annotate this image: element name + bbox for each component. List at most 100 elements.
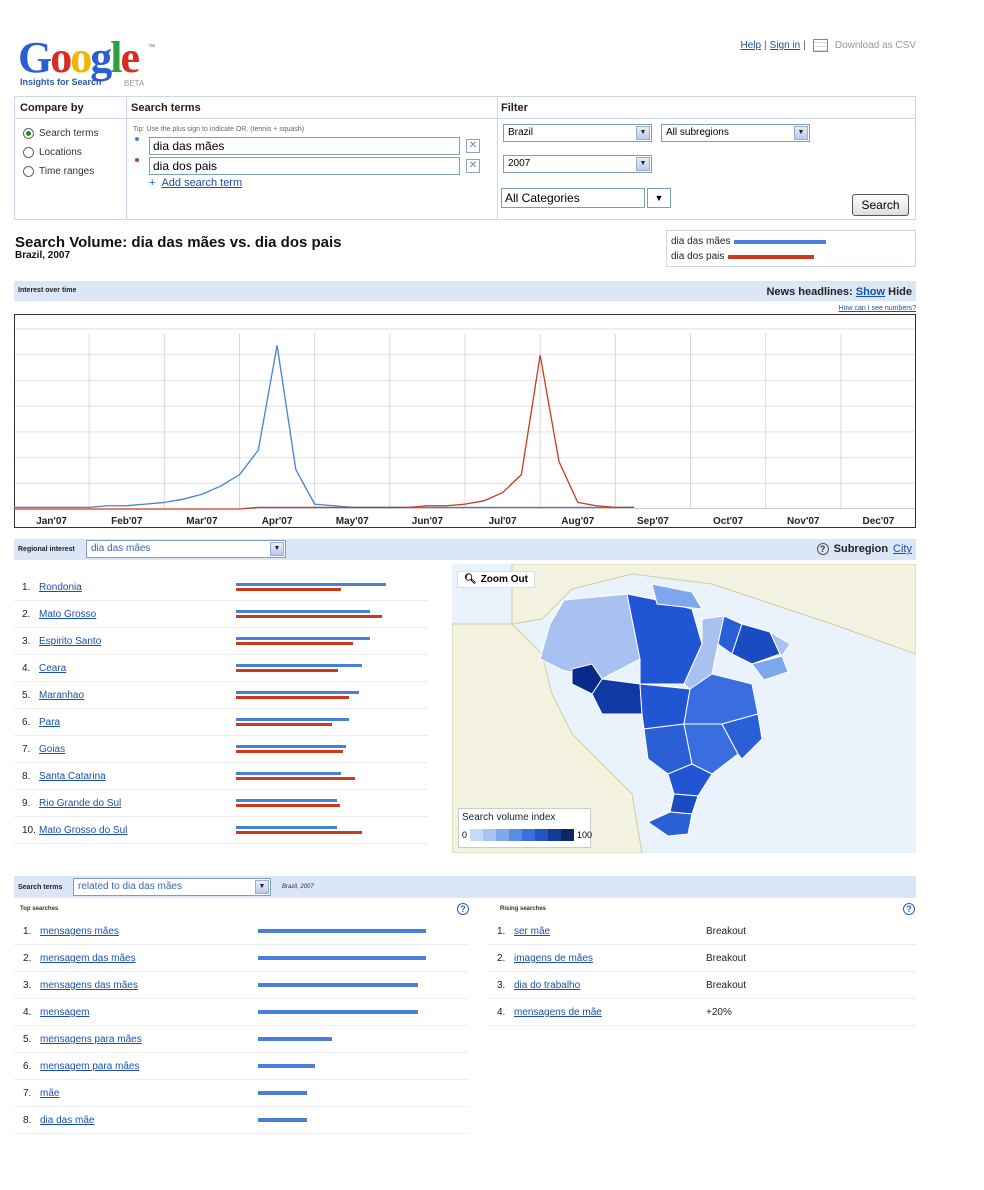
region-link[interactable]: Espirito Santo — [39, 636, 102, 647]
radio-button[interactable] — [23, 147, 34, 158]
search-term-link[interactable]: mensagem para mães — [40, 1061, 140, 1072]
region-link[interactable]: Goias — [39, 744, 66, 755]
search-term-link[interactable]: mensagens de mãe — [514, 1007, 602, 1018]
download-csv-link[interactable]: Download as CSV — [834, 40, 916, 51]
regional-term-select[interactable]: dia das mães ▼ — [86, 540, 286, 558]
search-term-link[interactable]: mensagens para mães — [40, 1034, 142, 1045]
row-rank: 8. — [22, 771, 31, 782]
search-term-link[interactable]: mensagens mães — [40, 926, 119, 937]
rising-value: +20% — [706, 1007, 732, 1018]
row-rank: 5. — [22, 690, 31, 701]
search-term-link[interactable]: mãe — [40, 1088, 60, 1099]
sign-in-link[interactable]: Sign in — [769, 40, 801, 51]
zoom-out-button[interactable]: 🔍︎ Zoom Out — [457, 571, 535, 588]
search-term-link[interactable]: mensagem das mães — [40, 953, 136, 964]
search-term-input-2[interactable]: dia dos pais — [149, 157, 460, 175]
term-color-dot — [135, 158, 139, 162]
top-search-row: 3. mensagens das mães — [14, 972, 469, 999]
row-rank: 4. — [22, 663, 31, 674]
region-link[interactable]: Ceara — [39, 663, 67, 674]
region-link[interactable]: Rondonia — [39, 582, 82, 593]
remove-term-icon[interactable]: ✕ — [466, 139, 480, 153]
page-subtitle: Brazil, 2007 — [15, 250, 71, 261]
news-headlines: News headlines: Show Hide — [766, 286, 912, 298]
search-term-input-1[interactable]: dia das mães — [149, 137, 460, 155]
search-term-link[interactable]: ser mãe — [514, 926, 551, 937]
x-tick-label: Apr'07 — [262, 516, 293, 527]
map-canvas — [452, 564, 916, 853]
regional-row: 7. Goias — [14, 736, 428, 763]
help-link[interactable]: Help — [740, 40, 762, 51]
subregion-select[interactable]: All subregions ▼ — [661, 124, 810, 142]
year-select[interactable]: 2007 ▼ — [503, 155, 652, 173]
compare-option-locations[interactable]: Locations — [23, 147, 82, 158]
related-term-select[interactable]: related to dia das mães ▼ — [73, 878, 271, 896]
search-volume-index-legend: Search volume index 0 100 — [458, 808, 592, 848]
compare-option-search-terms[interactable]: Search terms — [23, 128, 98, 139]
search-term-link[interactable]: dia das mãe — [40, 1115, 95, 1126]
top-search-row: 8. dia das mãe — [14, 1107, 469, 1134]
filter-title: Filter — [501, 102, 528, 114]
brazil-map[interactable]: 🔍︎ Zoom Out Search volume index 0 100 — [452, 564, 916, 853]
legend-item: dia dos pais — [671, 251, 815, 262]
google-insights-logo[interactable]: Google ™ Insights for Search BETA — [18, 36, 168, 92]
top-search-row: 1. mensagens mães — [14, 918, 469, 945]
term2-bar — [236, 615, 382, 618]
help-icon[interactable]: ? — [903, 903, 915, 915]
rising-value: Breakout — [706, 953, 747, 964]
country-select[interactable]: Brazil ▼ — [503, 124, 652, 142]
help-icon[interactable]: ? — [816, 543, 829, 555]
region-link[interactable]: Para — [39, 717, 61, 728]
search-button[interactable]: Search — [852, 194, 909, 216]
search-term-link[interactable]: mensagens das mães — [40, 980, 138, 991]
regional-row: 4. Ceara — [14, 655, 428, 682]
region-link[interactable]: Rio Grande do Sul — [39, 798, 122, 809]
beta-label: BETA — [124, 79, 145, 88]
rising-value: Breakout — [706, 926, 747, 937]
remove-term-icon[interactable]: ✕ — [466, 159, 480, 173]
chevron-down-icon: ▼ — [794, 126, 808, 140]
x-tick-label: Mar'07 — [186, 516, 218, 527]
row-rank: 3. — [22, 636, 31, 647]
related-context: Brazil, 2007 — [282, 884, 314, 890]
help-icon[interactable]: ? — [457, 903, 469, 915]
term1-bar — [236, 637, 370, 640]
city-link[interactable]: City — [893, 543, 912, 555]
row-rank: 3. — [497, 980, 506, 991]
region-link[interactable]: Mato Grosso do Sul — [39, 825, 128, 836]
hide-news-link[interactable]: Hide — [888, 286, 912, 298]
search-tip: Tip: Use the plus sign to indicate OR. (… — [133, 126, 305, 133]
term2-bar — [236, 777, 355, 780]
term1-bar — [236, 610, 370, 613]
compare-option-time-ranges[interactable]: Time ranges — [23, 166, 94, 177]
row-rank: 1. — [497, 926, 506, 937]
how-see-numbers-link[interactable]: How can I see numbers? — [838, 305, 916, 312]
add-search-term[interactable]: + Add search term — [149, 177, 243, 189]
term2-bar — [236, 831, 362, 834]
regional-row: 2. Mato Grosso — [14, 601, 428, 628]
scale-cell — [470, 829, 484, 841]
compare-by-title: Compare by — [20, 102, 84, 114]
search-term-link[interactable]: imagens de mães — [514, 953, 593, 964]
category-dropdown-button[interactable]: ▼ — [647, 188, 671, 208]
region-link[interactable]: Mato Grosso — [39, 609, 97, 620]
color-scale — [470, 829, 575, 841]
volume-bar — [258, 1091, 307, 1095]
category-select[interactable]: All Categories — [501, 188, 645, 208]
radio-button[interactable] — [23, 128, 34, 139]
x-tick-label: Jun'07 — [412, 516, 444, 527]
term2-bar — [236, 642, 353, 645]
search-term-link[interactable]: dia do trabalho — [514, 980, 581, 991]
search-term-link[interactable]: mensagem — [40, 1007, 90, 1018]
region-link[interactable]: Maranhao — [39, 690, 85, 701]
regional-row: 9. Rio Grande do Sul — [14, 790, 428, 817]
term1-bar — [236, 583, 386, 586]
interest-over-time-bar: Interest over time News headlines: Show … — [14, 281, 916, 301]
show-news-link[interactable]: Show — [855, 286, 886, 298]
radio-button[interactable] — [23, 166, 34, 177]
region-link[interactable]: Santa Catarina — [39, 771, 106, 782]
x-tick-label: Sep'07 — [637, 516, 669, 527]
series-line — [14, 355, 635, 510]
x-tick-label: Feb'07 — [111, 516, 143, 527]
regional-interest-bar: Regional interest dia das mães ▼ ? Subre… — [14, 539, 916, 560]
